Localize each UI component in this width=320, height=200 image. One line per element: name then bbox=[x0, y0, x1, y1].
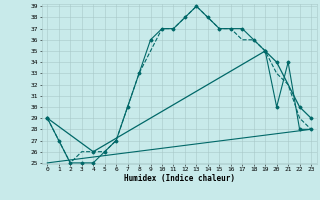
X-axis label: Humidex (Indice chaleur): Humidex (Indice chaleur) bbox=[124, 174, 235, 183]
